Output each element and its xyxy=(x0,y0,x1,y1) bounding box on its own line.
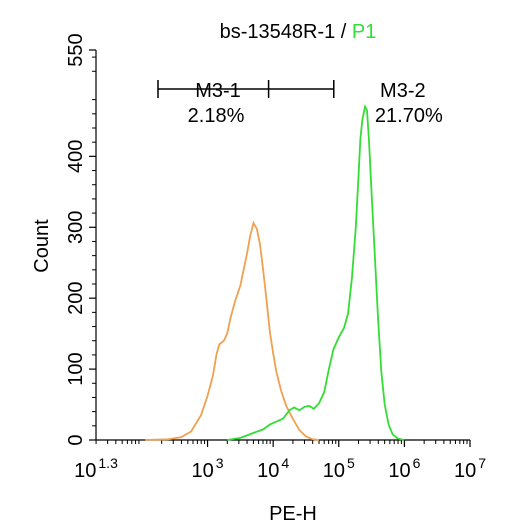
x-tick-base: 10 xyxy=(257,460,279,482)
chart-title: bs-13548R-1 / P1 xyxy=(220,21,377,43)
title-gate: P1 xyxy=(352,21,376,43)
gate-m3-1-name: M3-1 xyxy=(195,80,241,102)
x-tick-base: 10 xyxy=(388,460,410,482)
y-tick-label: 550 xyxy=(65,33,87,66)
x-tick-base: 10 xyxy=(74,460,96,482)
x-tick-label: 10 1.3 xyxy=(74,455,118,482)
x-tick-exponent: 4 xyxy=(281,455,289,471)
x-tick-exponent: 7 xyxy=(478,455,486,471)
series-sample-line xyxy=(227,104,405,441)
x-tick-label: 10 5 xyxy=(323,455,355,482)
x-tick-base: 10 xyxy=(454,460,476,482)
gate-m3-2-name: M3-2 xyxy=(380,80,426,102)
gate-m3-2-value: 21.70% xyxy=(375,105,443,127)
gate-layer: M3-1 2.18% M3-2 21.70% xyxy=(157,80,443,127)
y-tick-label: 100 xyxy=(65,352,87,385)
x-tick-base: 10 xyxy=(323,460,345,482)
y-tick-label: 400 xyxy=(65,140,87,173)
y-axis-label: Count xyxy=(31,219,53,273)
x-tick-exponent: 6 xyxy=(413,455,421,471)
series-layer xyxy=(145,104,405,441)
x-tick-exponent: 5 xyxy=(347,455,355,471)
x-tick-exponent: 3 xyxy=(216,455,224,471)
y-tick-label: 300 xyxy=(65,211,87,244)
x-axis-label: PE-H xyxy=(269,503,317,525)
x-tick-label: 10 6 xyxy=(388,455,420,482)
series-control-line xyxy=(145,220,320,441)
title-sample: bs-13548R-1 / xyxy=(220,21,352,43)
x-tick-label: 10 4 xyxy=(257,455,289,482)
x-tick-label: 10 3 xyxy=(192,455,224,482)
x-tick-label: 10 7 xyxy=(454,455,486,482)
x-tick-exponent: 1.3 xyxy=(98,455,118,471)
y-tick-label: 0 xyxy=(65,434,87,445)
gate-m3-1-value: 2.18% xyxy=(188,105,245,127)
y-tick-label: 200 xyxy=(65,281,87,314)
x-tick-base: 10 xyxy=(192,460,214,482)
